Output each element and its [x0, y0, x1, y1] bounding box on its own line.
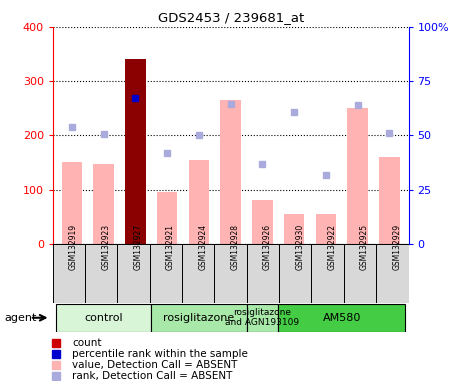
Bar: [347, 108, 368, 244]
Bar: [151, 304, 246, 331]
Title: GDS2453 / 239681_at: GDS2453 / 239681_at: [157, 11, 304, 24]
Text: GSM132919: GSM132919: [69, 224, 78, 270]
Text: rank, Detection Call = ABSENT: rank, Detection Call = ABSENT: [72, 371, 233, 381]
Bar: [247, 244, 279, 303]
Text: rosiglitazone
and AGN193109: rosiglitazone and AGN193109: [225, 308, 299, 328]
Bar: [376, 244, 409, 303]
Text: GSM132926: GSM132926: [263, 224, 272, 270]
Bar: [53, 244, 85, 303]
Bar: [214, 244, 247, 303]
Bar: [316, 214, 336, 244]
Bar: [118, 244, 150, 303]
Text: GSM132921: GSM132921: [166, 224, 175, 270]
Text: agent: agent: [5, 313, 37, 323]
Bar: [252, 200, 273, 244]
Bar: [85, 244, 118, 303]
Text: GSM132928: GSM132928: [230, 224, 240, 270]
Text: GSM132925: GSM132925: [360, 224, 369, 270]
Text: GSM132923: GSM132923: [101, 224, 110, 270]
Bar: [93, 164, 114, 244]
Text: control: control: [84, 313, 123, 323]
Text: GSM132929: GSM132929: [392, 224, 401, 270]
Text: GSM132930: GSM132930: [295, 224, 304, 270]
Text: value, Detection Call = ABSENT: value, Detection Call = ABSENT: [72, 360, 237, 370]
Text: AM580: AM580: [323, 313, 361, 323]
Bar: [150, 244, 182, 303]
Bar: [344, 244, 376, 303]
Text: rosiglitazone: rosiglitazone: [163, 313, 235, 323]
Bar: [125, 60, 146, 244]
Bar: [312, 244, 344, 303]
Bar: [284, 214, 304, 244]
Text: count: count: [72, 338, 101, 348]
Bar: [62, 162, 82, 244]
Bar: [279, 244, 312, 303]
Text: GSM132924: GSM132924: [198, 224, 207, 270]
Bar: [220, 100, 241, 244]
Bar: [56, 304, 151, 331]
Text: GSM132927: GSM132927: [134, 224, 143, 270]
Text: GSM132922: GSM132922: [328, 224, 336, 270]
Bar: [246, 304, 278, 331]
Bar: [182, 244, 214, 303]
Bar: [379, 157, 400, 244]
Bar: [189, 160, 209, 244]
Text: percentile rank within the sample: percentile rank within the sample: [72, 349, 248, 359]
Bar: [278, 304, 405, 331]
Bar: [157, 192, 178, 244]
